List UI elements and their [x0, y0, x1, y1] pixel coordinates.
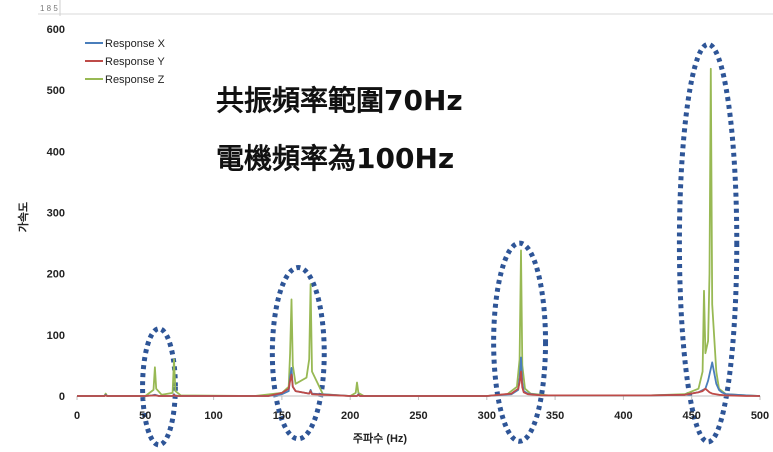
x-tick-label: 450 [683, 410, 701, 422]
x-tick-label: 500 [751, 410, 769, 422]
x-axis-title: 주파수 (Hz) [353, 431, 408, 445]
peak-highlight-2 [269, 265, 327, 442]
peak-highlight-1 [140, 326, 178, 448]
series-line-y [77, 370, 760, 397]
peak-highlight-3 [491, 240, 549, 444]
y-axis-title: 가속도 [16, 202, 30, 232]
x-tick-label: 150 [273, 410, 291, 422]
annotation-motor-frequency: 電機頻率為100Hz [216, 142, 454, 175]
series-line-z [77, 67, 761, 397]
series-line-x [77, 356, 761, 397]
y-tick-label: 100 [47, 330, 65, 342]
y-tick-label: 600 [47, 24, 65, 36]
x-tick-label: 100 [204, 410, 222, 422]
x-tick-label: 0 [74, 410, 80, 422]
annotation-resonance-range: 共振頻率範圍70Hz [216, 84, 463, 117]
x-tick-label: 400 [614, 410, 632, 422]
x-tick-label: 200 [341, 410, 359, 422]
y-tick-label: 200 [47, 269, 65, 281]
x-tick-label: 350 [546, 410, 564, 422]
x-tick-label: 250 [409, 410, 427, 422]
legend-label-y: Response Y [105, 56, 165, 68]
x-tick-label: 50 [139, 410, 151, 422]
x-tick-label: 300 [478, 410, 496, 422]
top-mark-label: 1 8 5 [40, 4, 58, 13]
y-tick-label: 400 [47, 146, 65, 158]
y-tick-label: 300 [47, 208, 65, 220]
y-tick-label: 0 [59, 391, 65, 403]
legend-label-x: Response X [105, 38, 166, 50]
legend-label-z: Response Z [105, 74, 165, 86]
legend: Response X Response Y Response Z [85, 38, 166, 86]
peak-highlight-4 [676, 41, 740, 445]
series-layer [77, 67, 761, 397]
y-tick-label: 500 [47, 85, 65, 97]
top-strip: 1 8 5 [0, 0, 773, 18]
